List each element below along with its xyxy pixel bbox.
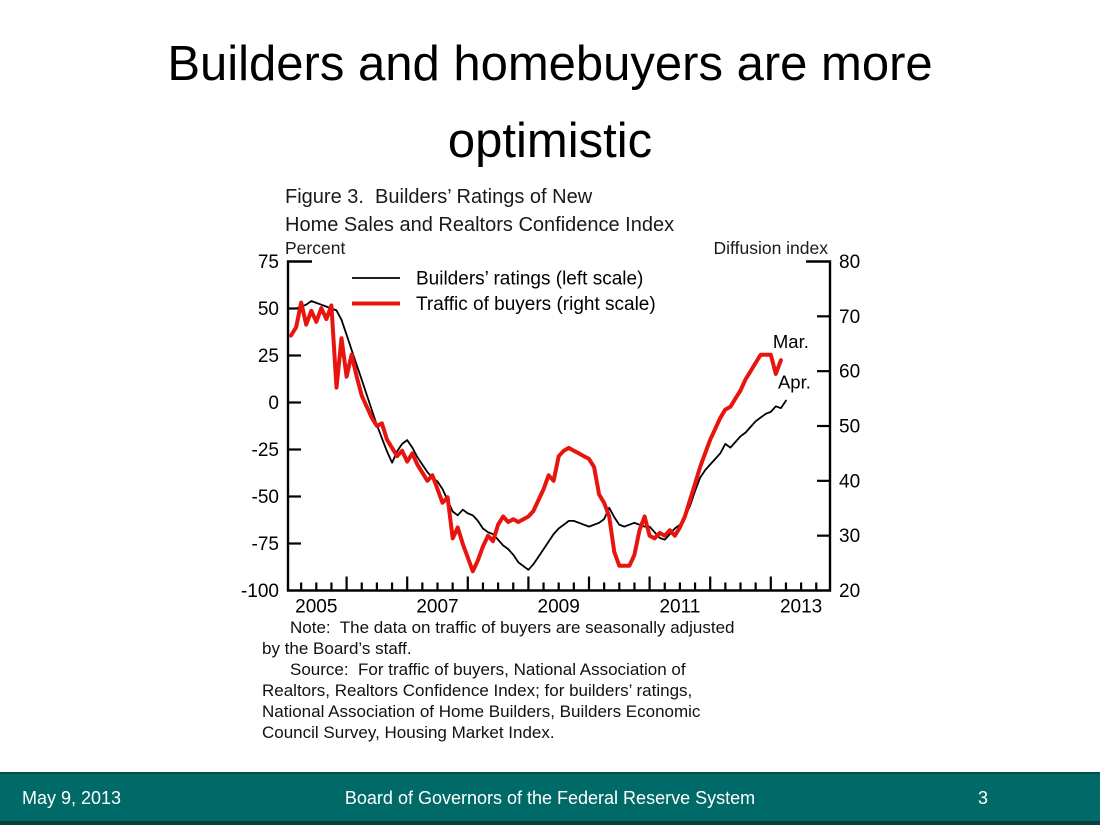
legend-label: Builders’ ratings (left scale) [416,269,643,290]
left-axis-tick-label: 75 [258,252,279,273]
note-line: Council Survey, Housing Market Index. [262,723,555,742]
right-axis-tick-label: 60 [839,362,860,383]
footer-page-number: 3 [977,788,988,808]
right-axis-caption: Diffusion index [713,238,828,258]
right-axis-tick-label: 50 [839,417,860,438]
chart-canvas: 75 50 25 0 -25 -50 -75 -100 80 70 60 50 40 30 20 2005 20… [241,252,860,618]
right-axis-tick-label: 40 [839,471,860,492]
x-axis-year-label: 2007 [416,597,458,618]
right-axis-tick-label: 30 [839,526,860,547]
left-axis-tick-label: 25 [258,346,279,367]
right-axis-tick-label: 80 [839,252,860,273]
slide-bottom-edge [0,821,1100,825]
note-line: Note: The data on traffic of buyers are … [290,618,735,637]
left-axis-tick-label: -100 [241,581,279,602]
footer-date: May 9, 2013 [22,788,122,808]
series-line-traffic-of-buyers [289,300,783,574]
right-axis-tick-label: 20 [839,581,860,602]
legend-label: Traffic of buyers (right scale) [416,294,656,315]
slide-title-line2: optimistic [447,114,653,168]
series-line-builders-ratings [290,300,787,571]
figure-notes: Note: The data on traffic of buyers are … [262,617,862,743]
x-axis-year-label: 2011 [659,597,700,618]
left-axis-tick-label: -50 [252,487,279,508]
left-axis-tick-label: -75 [252,534,279,555]
left-axis-caption: Percent [285,238,346,258]
left-axis-tick-label: -25 [252,440,279,461]
x-axis-year-label: 2009 [538,597,580,618]
figure-title-line2: Home Sales and Realtors Confidence Index [285,214,675,236]
left-axis-tick-label: 50 [258,299,279,320]
note-line: National Association of Home Builders, B… [262,702,701,721]
footer-org: Board of Governors of the Federal Reserv… [344,788,756,808]
series-end-label: Mar. [773,331,809,352]
slide-title-line1: Builders and homebuyers are more [167,37,933,91]
slide-title: Builders and homebuyers are more optimis… [0,26,1100,180]
note-line: Source: For traffic of buyers, National … [290,660,686,679]
right-axis-tick-label: 70 [839,307,860,328]
note-line: by the Board’s staff. [262,639,412,658]
figure-title-line1: Figure 3. Builders’ Ratings of New [285,186,593,208]
left-axis-tick-label: 0 [268,393,279,414]
x-axis-year-label: 2013 [780,597,822,618]
series-end-label: Apr. [778,372,811,393]
figure-title: Figure 3. Builders’ Ratings of New Home … [285,183,674,239]
footer-bar: May 9, 2013 Board of Governors of the Fe… [0,772,1100,823]
x-axis-year-label: 2005 [295,597,337,618]
figure-chart: 75 50 25 0 -25 -50 -75 -100 80 70 60 50 40 30 20 2005 20… [230,232,870,627]
note-line: Realtors, Realtors Confidence Index; for… [262,681,693,700]
